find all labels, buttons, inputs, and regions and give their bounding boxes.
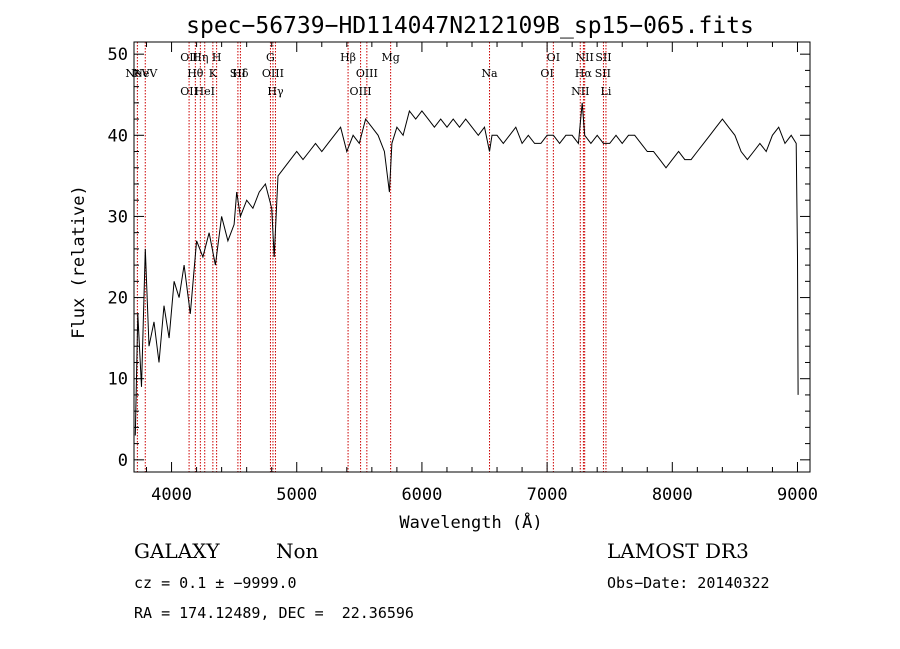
line-label: G [266, 51, 275, 64]
line-label: NII [576, 51, 594, 64]
x-tick-label: 8000 [652, 485, 693, 505]
x-tick-label: 4000 [151, 485, 192, 505]
line-label: OIII [350, 85, 372, 98]
x-axis-label: Wavelength (Å) [399, 511, 542, 533]
chart-title: spec−56739−HD114047N212109B_sp15−065.fit… [186, 13, 754, 39]
object-class: GALAXY [134, 539, 220, 563]
line-label: NII [571, 85, 589, 98]
y-tick-label: 0 [118, 451, 128, 471]
line-label: OI [547, 51, 560, 64]
redshift-line: cz = 0.1 ± −9999.0 [134, 574, 297, 592]
line-label: Hγ [267, 85, 284, 98]
plot-frame [133, 41, 811, 473]
y-tick-label: 10 [108, 370, 128, 390]
line-label: K [209, 67, 218, 80]
x-tick-label: 9000 [777, 485, 818, 505]
object-subclass: Non [276, 539, 319, 563]
line-label: Na [481, 67, 498, 80]
line-label: NeV [125, 67, 150, 80]
line-label: Hθ [187, 67, 204, 80]
line-label: OII [180, 85, 198, 98]
y-tick-label: 20 [108, 289, 128, 309]
line-label: Hδ [232, 67, 249, 80]
line-label: SII [230, 67, 246, 80]
y-axis-label: Flux (relative) [69, 185, 89, 339]
line-label: OIII [356, 67, 378, 80]
y-tick-label: 30 [108, 207, 128, 227]
x-tick-label: 5000 [276, 485, 317, 505]
line-label: OII [180, 51, 198, 64]
line-label: Li [601, 85, 612, 98]
line-label: NeV [133, 67, 158, 80]
spectral-line-markers [136, 42, 607, 472]
x-axis: 4000 5000 6000 7000 8000 9000 [146, 42, 818, 505]
coordinates: RA = 174.12489, DEC = 22.36596 [134, 604, 414, 622]
spectrum-series [134, 102, 799, 436]
line-label: H [212, 51, 222, 64]
line-label: Hβ [340, 51, 356, 64]
obs-date: Obs−Date: 20140322 [607, 574, 770, 592]
line-label: Mg [381, 51, 399, 64]
y-tick-label: 40 [108, 126, 128, 146]
line-label: HeI [195, 85, 215, 98]
line-label: Hα [575, 67, 593, 80]
line-label: SII [595, 51, 611, 64]
y-tick-label: 50 [108, 45, 128, 65]
survey-name: LAMOST DR3 [607, 539, 749, 563]
y-axis: 0 10 20 30 40 50 [108, 45, 810, 471]
x-tick-label: 7000 [527, 485, 568, 505]
x-tick-label: 6000 [401, 485, 442, 505]
line-label: OI [540, 67, 553, 80]
line-label: OIII [262, 67, 284, 80]
line-label: SII [595, 67, 611, 80]
line-label: Hη [192, 51, 208, 64]
